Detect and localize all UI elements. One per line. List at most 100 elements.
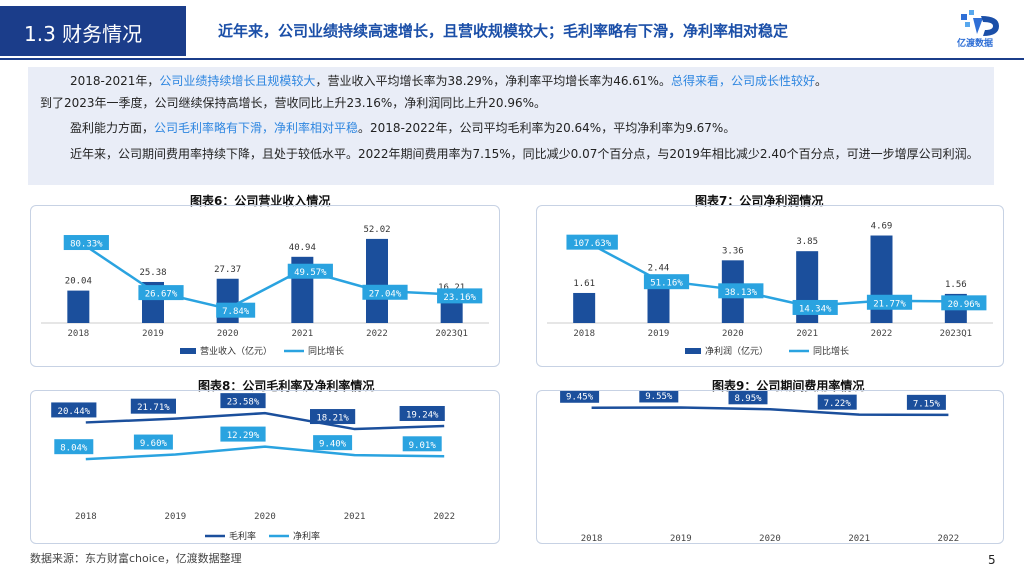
series-value-label-bg — [51, 402, 97, 418]
series-value-label: 8.04% — [60, 444, 88, 454]
summary-paragraph-4: 近年来，公司期间费用率持续下降，且处于较低水平。2022年期间费用率为7.15%… — [70, 147, 979, 161]
growth-label-bg — [792, 299, 838, 315]
x-tick-label: 2023Q1 — [940, 329, 973, 339]
bar-value-label: 27.37 — [214, 265, 241, 275]
growth-label: 21.77% — [873, 299, 906, 309]
header: 1.3 财务情况 近年来，公司业绩持续高速增长，且营收规模较大；毛利率略有下滑，… — [0, 0, 1024, 62]
bar-value-label: 52.02 — [363, 225, 390, 235]
series-value-label-bg — [639, 387, 679, 403]
growth-label: 20.96% — [948, 300, 981, 310]
legend-line-label: 同比增长 — [813, 345, 849, 357]
legend-bar-swatch — [180, 348, 196, 354]
chart-9-title: 图表9：公司期间费用率情况 — [712, 379, 865, 393]
summary-paragraph-1: 2018-2021年，公司业绩持续增长且规模较大，营业收入平均增长率为38.29… — [40, 72, 990, 91]
x-tick-label: 2022 — [938, 534, 960, 543]
x-tick-label: 2020 — [217, 329, 239, 339]
text-run: 。 — [814, 74, 827, 88]
section-title: 1.3 财务情况 — [24, 22, 143, 46]
x-tick-label: 2021 — [796, 329, 818, 339]
bar — [67, 290, 90, 323]
legend-bar-swatch — [685, 348, 701, 354]
x-tick-label: 2021 — [848, 534, 870, 543]
legend-net-label: 净利率 — [293, 530, 320, 542]
legend-line-label: 同比增长 — [308, 345, 344, 357]
x-tick-label: 2019 — [670, 534, 692, 543]
chart-6-title: 图表6：公司营业收入情况 — [190, 194, 331, 208]
x-tick-label: 2022 — [433, 512, 455, 522]
series-value-label: 23.58% — [227, 398, 260, 408]
series-value-label-bg — [728, 389, 768, 405]
section-tab: 1.3 财务情况 — [0, 6, 186, 56]
series-value-label-bg — [402, 436, 442, 452]
series-value-label: 9.01% — [409, 441, 437, 451]
series-value-label-bg — [54, 439, 94, 455]
x-tick-label: 2021 — [344, 512, 366, 522]
series-line — [85, 411, 445, 431]
bar-value-label: 4.69 — [871, 222, 893, 232]
series-value-label: 7.15% — [913, 399, 941, 409]
x-tick-label: 2019 — [648, 329, 670, 339]
x-tick-label: 2018 — [573, 329, 595, 339]
bar-value-label: 1.56 — [945, 280, 967, 290]
bar-value-label: 25.38 — [139, 268, 166, 278]
header-divider — [0, 58, 1024, 60]
growth-label-bg — [216, 302, 256, 318]
growth-label: 80.33% — [70, 240, 103, 250]
series-value-label: 21.71% — [137, 403, 170, 413]
summary-paragraph-3: 盈利能力方面，公司毛利率略有下滑，净利率相对平稳。2018-2022年，公司平均… — [40, 119, 990, 138]
growth-label-bg — [941, 295, 987, 311]
series-value-label: 9.55% — [645, 392, 673, 402]
chart-9-panel: 2018 2019 2020 2021 2022 9.45% 9.55% 8.95% 7.22%… — [536, 387, 1004, 544]
highlight-text: 总得来看，公司成长性较好 — [670, 74, 815, 88]
growth-label: 7.84% — [222, 307, 250, 317]
series-line — [591, 406, 949, 417]
chart-6-panel: 20.04 2018 25.38 2019 27.37 2020 40.94 2021 52.0… — [30, 205, 500, 367]
logo-icon — [961, 10, 999, 36]
chart-8-title: 图表8：公司毛利率及净利率情况 — [198, 379, 375, 393]
series-value-label-bg — [220, 426, 266, 442]
series-value-label-bg — [906, 394, 946, 410]
text-run: 盈利能力方面， — [70, 121, 155, 135]
series-value-label: 12.29% — [227, 431, 260, 441]
bar — [573, 292, 596, 323]
growth-label: 49.57% — [294, 268, 327, 278]
growth-label-bg — [718, 283, 764, 299]
legend-gross-label: 毛利率 — [229, 530, 256, 542]
series-value-label: 18.21% — [316, 414, 349, 424]
legend-bar-label: 营业收入（亿元） — [200, 345, 272, 357]
x-tick-label: 2023Q1 — [435, 329, 468, 339]
x-tick-label: 2020 — [254, 512, 276, 522]
chart-7-title: 图表7：公司净利润情况 — [695, 194, 824, 208]
growth-label-bg — [63, 235, 109, 251]
chart-7-panel: 1.61 2018 2.44 2019 3.36 2020 3.85 2021 4.69 2022… — [536, 205, 1004, 367]
x-tick-label: 2022 — [871, 329, 893, 339]
x-tick-label: 2019 — [165, 512, 187, 522]
highlight-text: 公司业绩持续增长且规模较大 — [159, 74, 316, 88]
bar-value-label: 3.36 — [722, 246, 744, 256]
growth-label-bg — [362, 284, 408, 300]
x-tick-label: 2020 — [759, 534, 781, 543]
page-title: 近年来，公司业绩持续高速增长，且营收规模较大；毛利率略有下滑，净利率相对稳定 — [218, 22, 789, 40]
growth-label: 38.13% — [725, 288, 758, 298]
series-value-label: 20.44% — [58, 407, 91, 417]
series-value-label: 9.60% — [140, 439, 168, 449]
text-run: 2018-2021年， — [70, 74, 160, 88]
bar-value-label: 1.61 — [573, 279, 595, 289]
x-tick-label: 2021 — [291, 329, 313, 339]
chart-6-revenue: 20.04 2018 25.38 2019 27.37 2020 40.94 2021 52.0… — [41, 225, 489, 357]
growth-label: 26.67% — [145, 290, 178, 300]
series-value-label-bg — [133, 434, 173, 450]
bar — [870, 235, 893, 323]
series-value-label-bg — [220, 393, 266, 409]
summary-paragraph-2: 到了2023年一季度，公司继续保持高增长，营收同比上升23.16%，净利润同比上… — [40, 96, 547, 110]
text-run: ，营业收入平均增长率为38.29%，净利率平均增长率为46.61%。 — [315, 74, 671, 88]
growth-label-bg — [643, 274, 690, 290]
series-value-label: 8.95% — [734, 394, 762, 404]
bar — [366, 238, 388, 323]
series-value-label-bg — [130, 398, 176, 414]
growth-label: 14.34% — [799, 304, 832, 314]
x-tick-label: 2018 — [581, 534, 603, 543]
series-value-label-bg — [313, 435, 353, 451]
bar-value-label: 40.94 — [289, 243, 316, 253]
text-run: 。2018-2022年，公司平均毛利率为20.64%，平均净利率为9.67%。 — [358, 121, 736, 135]
